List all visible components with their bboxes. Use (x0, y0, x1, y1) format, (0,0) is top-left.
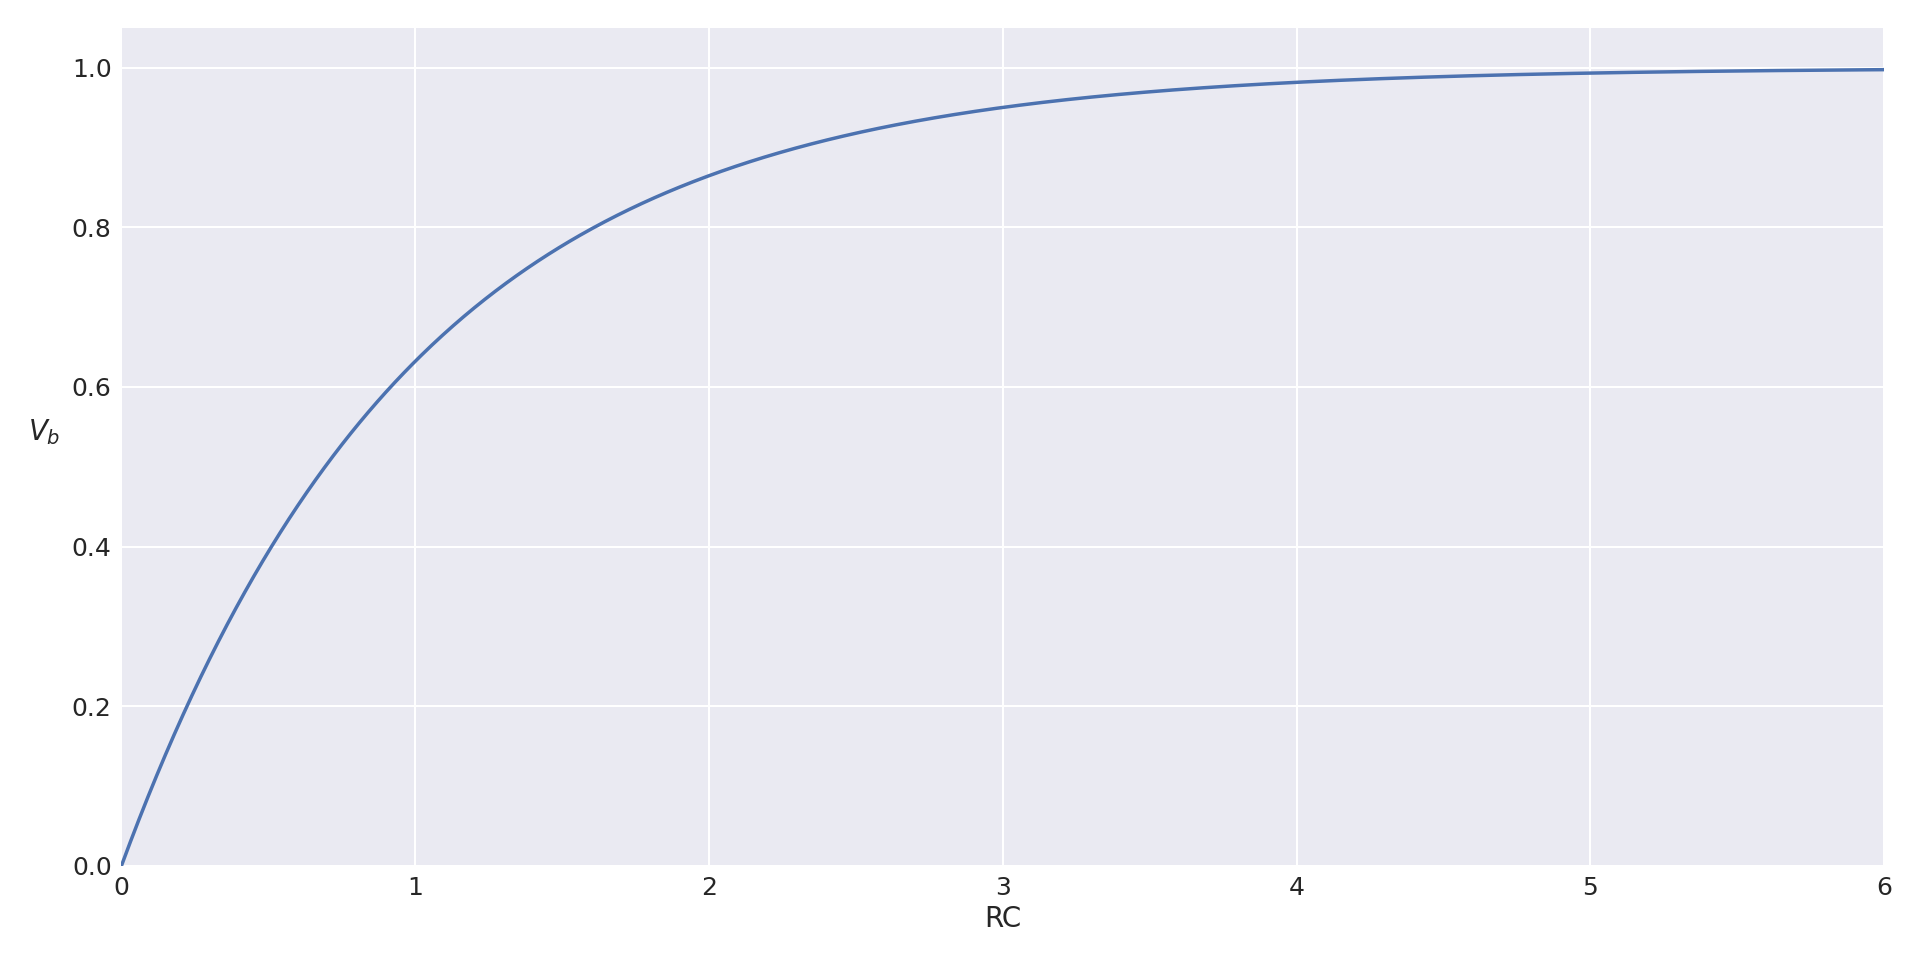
Y-axis label: $V_b$: $V_b$ (27, 417, 60, 447)
X-axis label: RC: RC (985, 905, 1021, 933)
